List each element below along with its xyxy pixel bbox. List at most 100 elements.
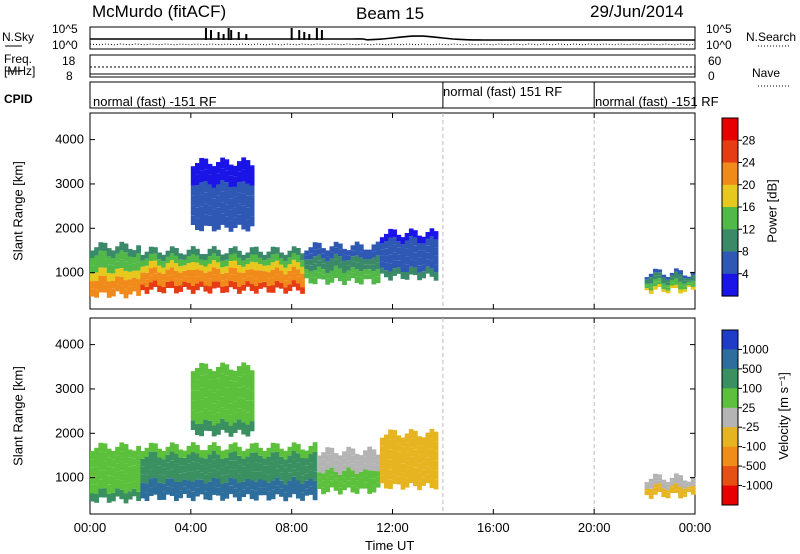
heatmap-cell bbox=[686, 486, 692, 489]
heatmap-cell bbox=[379, 452, 385, 461]
heatmap-cell bbox=[682, 289, 688, 292]
heatmap-cell bbox=[224, 170, 230, 183]
heatmap-cell bbox=[169, 281, 175, 289]
heatmap-cell bbox=[165, 250, 171, 257]
heatmap-cell bbox=[153, 280, 158, 287]
heatmap-cell bbox=[190, 471, 196, 482]
heatmap-cell bbox=[211, 403, 217, 415]
heatmap-cell bbox=[182, 465, 188, 473]
heatmap-cell bbox=[375, 276, 381, 284]
heatmap-cell bbox=[283, 254, 289, 262]
heatmap-cell bbox=[371, 277, 377, 285]
heatmap-cell bbox=[178, 253, 183, 260]
heatmap-cell bbox=[203, 363, 209, 375]
heatmap-cell bbox=[241, 157, 247, 170]
heatmap-cell bbox=[228, 274, 234, 281]
heatmap-cell bbox=[287, 271, 293, 278]
heatmap-cell bbox=[384, 470, 389, 480]
heatmap-cell bbox=[220, 407, 225, 419]
heatmap-cell bbox=[220, 362, 225, 374]
heatmap-cell bbox=[308, 445, 314, 455]
heatmap-cell bbox=[228, 392, 234, 404]
heatmap-cell bbox=[644, 486, 650, 489]
heatmap-cell bbox=[199, 270, 204, 276]
heatmap-cell bbox=[266, 465, 272, 475]
heatmap-cell bbox=[358, 251, 364, 258]
heatmap-cell bbox=[207, 184, 213, 195]
heatmap-cell bbox=[321, 274, 326, 280]
heatmap-cell bbox=[237, 250, 242, 258]
heatmap-cell bbox=[350, 272, 356, 279]
heatmap-cell bbox=[224, 285, 230, 293]
heatmap-cell bbox=[186, 445, 192, 455]
heatmap-cell bbox=[237, 397, 242, 409]
heatmap-cell bbox=[657, 275, 662, 279]
heatmap-cell bbox=[346, 460, 352, 468]
heatmap-cell bbox=[136, 491, 141, 501]
heatmap-cell bbox=[661, 494, 667, 497]
heatmap-cell bbox=[90, 459, 95, 468]
heatmap-cell bbox=[136, 270, 141, 279]
heatmap-cell bbox=[408, 465, 414, 475]
heatmap-cell bbox=[211, 371, 217, 382]
heatmap-cell bbox=[291, 253, 297, 260]
heatmap-cell bbox=[682, 278, 688, 281]
heatmap-cell bbox=[337, 256, 343, 263]
heatmap-cell bbox=[132, 256, 137, 264]
x-tick-label: 16:00 bbox=[477, 520, 510, 535]
heatmap-cell bbox=[190, 270, 196, 278]
heatmap-cell bbox=[203, 474, 209, 483]
heatmap-cell bbox=[312, 480, 318, 491]
heatmap-cell bbox=[312, 442, 318, 452]
heatmap-cell bbox=[178, 285, 183, 292]
heatmap-cell bbox=[321, 466, 326, 474]
heatmap-cell bbox=[245, 486, 251, 495]
heatmap-cell bbox=[291, 459, 297, 469]
heatmap-cell bbox=[283, 267, 289, 275]
heatmap-cell bbox=[262, 458, 268, 466]
heatmap-cell bbox=[216, 454, 221, 463]
heatmap-cell bbox=[682, 486, 688, 489]
x-tick-label: 20:00 bbox=[578, 520, 611, 535]
heatmap-cell bbox=[367, 259, 373, 265]
heatmap-cell bbox=[224, 387, 230, 399]
heatmap-cell bbox=[665, 290, 671, 294]
heatmap-cell bbox=[182, 486, 188, 494]
heatmap-cell bbox=[433, 450, 439, 461]
heatmap-cell bbox=[245, 471, 251, 479]
heatmap-cell bbox=[106, 248, 112, 257]
heatmap-cell bbox=[98, 479, 104, 489]
heatmap-cell bbox=[300, 483, 305, 493]
heatmap-cell bbox=[371, 271, 377, 278]
heatmap-cell bbox=[195, 283, 200, 291]
heatmap-cell bbox=[190, 442, 196, 452]
heatmap-cell bbox=[186, 263, 192, 270]
heatmap-cell bbox=[321, 487, 326, 495]
heatmap-cell bbox=[127, 491, 133, 500]
heatmap-cell bbox=[127, 264, 133, 272]
heatmap-cell bbox=[661, 485, 667, 489]
heatmap-cell bbox=[421, 243, 426, 251]
heatmap-cell bbox=[396, 241, 402, 248]
heatmap-cell bbox=[283, 484, 289, 493]
heatmap-cell bbox=[358, 244, 364, 252]
heatmap-cell bbox=[371, 251, 377, 258]
heatmap-cell bbox=[287, 250, 293, 258]
colorbar-tick-label: -25 bbox=[742, 420, 760, 434]
heatmap-cell bbox=[304, 273, 310, 279]
heatmap-cell bbox=[186, 471, 192, 481]
heatmap-cell bbox=[90, 467, 95, 477]
heatmap-cell bbox=[417, 472, 422, 482]
heatmap-cell bbox=[224, 421, 230, 433]
heatmap-cell bbox=[165, 470, 171, 479]
colorbar-swatch bbox=[722, 118, 738, 141]
heatmap-cell bbox=[392, 474, 397, 484]
heatmap-cell bbox=[153, 260, 158, 268]
heatmap-cell bbox=[417, 436, 422, 446]
heatmap-cell bbox=[358, 277, 364, 285]
heatmap-cell bbox=[186, 489, 192, 498]
heatmap-cell bbox=[211, 414, 217, 426]
heatmap-cell bbox=[266, 251, 272, 259]
heatmap-cell bbox=[94, 272, 99, 281]
heatmap-cell bbox=[669, 485, 675, 488]
